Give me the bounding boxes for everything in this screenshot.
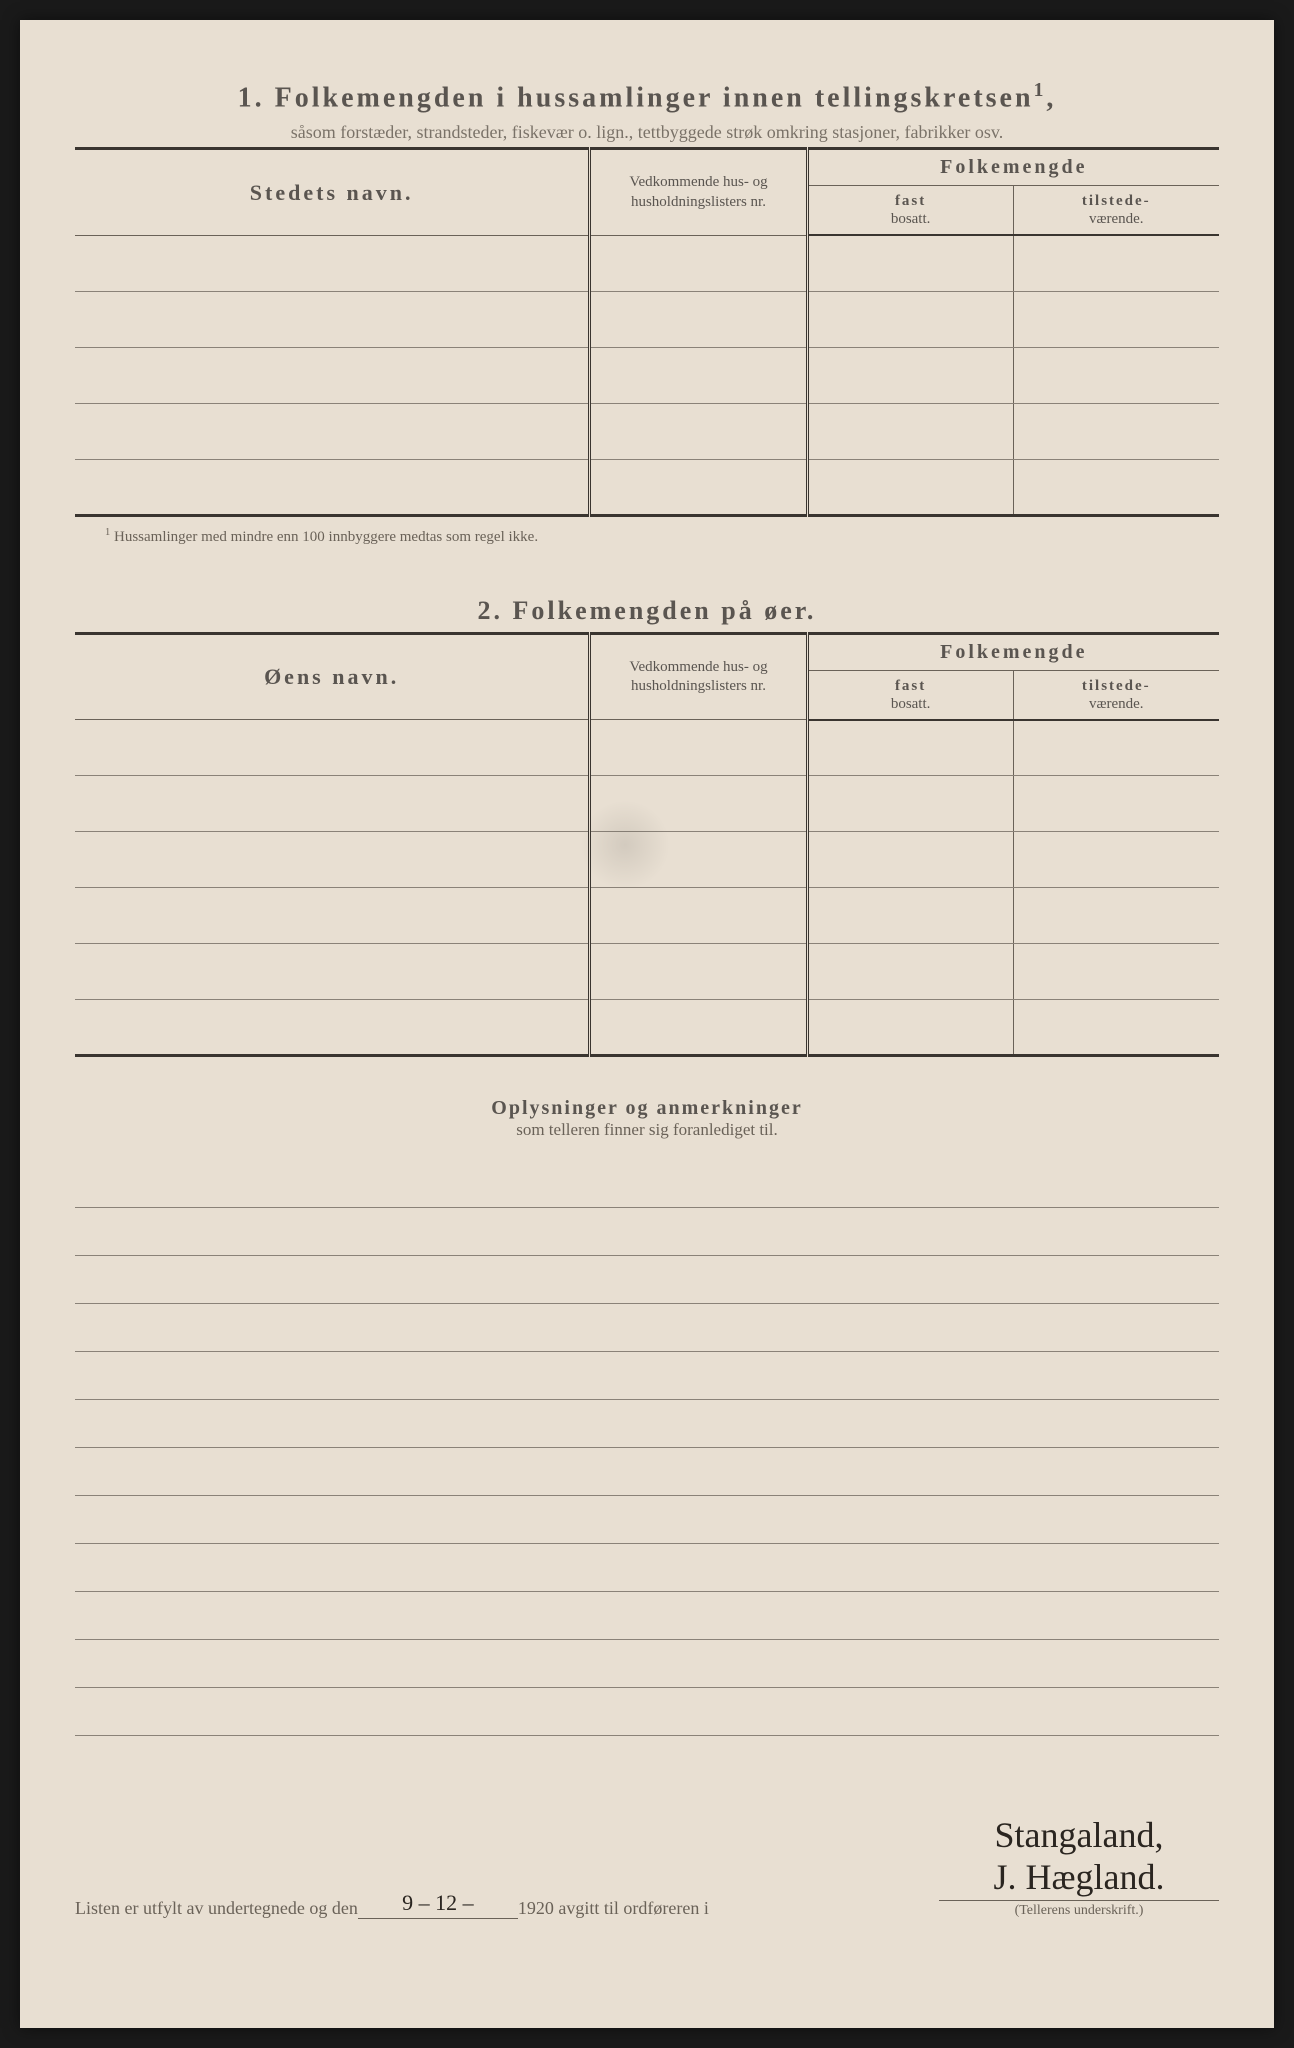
section1-title-sup: 1 [1034,80,1047,101]
col-header-folk: Folkemengde [807,149,1219,186]
ruled-line [75,1208,1219,1256]
table-row [75,888,1219,944]
ruled-line [75,1448,1219,1496]
bottom-text-a: Listen er utfylt av undertegnede og den [75,1898,358,1919]
notes-lines [75,1160,1219,1736]
section2-title: 2. Folkemengden på øer. [75,596,1219,626]
ruled-line [75,1688,1219,1736]
signature-label: (Tellerens underskrift.) [939,1903,1219,1919]
col2-header-folk: Folkemengde [807,633,1219,670]
col2-header-name: Øens navn. [75,633,590,720]
notes-title: Oplysninger og anmerkninger [75,1097,1219,1120]
section1-title: 1. Folkemengden i hussamlinger innen tel… [75,80,1219,114]
col2-header-fast: fast bosatt. [807,670,1013,720]
bottom-text-b: avgitt til ordføreren i [558,1898,708,1919]
signature-text: J. Hægland. [939,1858,1219,1901]
col2-header-tilstede: tilstede- værende. [1013,670,1219,720]
date-fill: 9 – 12 – [358,1890,518,1919]
section2-number: 2. [478,596,504,625]
signature-line: Listen er utfylt av undertegnede og den … [75,1816,1219,1918]
section2-table: Øens navn. Vedkommende hus- og husholdni… [75,632,1219,1058]
table-row [75,459,1219,515]
section1-table: Stedets navn. Vedkommende hus- og hushol… [75,147,1219,517]
ruled-line [75,1160,1219,1208]
table-row [75,720,1219,776]
ruled-line [75,1304,1219,1352]
table-row [75,944,1219,1000]
col-header-tilstede: tilstede- værende. [1013,186,1219,236]
table-row [75,403,1219,459]
bottom-year: 1920 [518,1898,554,1919]
notes-subtitle: som telleren finner sig foranlediget til… [75,1120,1219,1140]
table-row [75,291,1219,347]
table-row [75,832,1219,888]
col-header-hus: Vedkommende hus- og husholdningslisters … [590,149,807,236]
ruled-line [75,1592,1219,1640]
section1-footnote: 1 Hussamlinger med mindre enn 100 innbyg… [105,527,1219,546]
section1-subtitle: såsom forstæder, strandsteder, fiskevær … [75,122,1219,143]
ruled-line [75,1400,1219,1448]
ruled-line [75,1640,1219,1688]
ruled-line [75,1544,1219,1592]
table-row [75,235,1219,291]
census-form-page: 1. Folkemengden i hussamlinger innen tel… [20,20,1274,2028]
table-row [75,1000,1219,1056]
ruled-line [75,1256,1219,1304]
section1-number: 1. [238,82,265,113]
section2-title-text: Folkemengden på øer. [513,596,817,625]
table-row [75,776,1219,832]
col2-header-hus: Vedkommende hus- og husholdningslisters … [590,633,807,720]
col-header-fast: fast bosatt. [807,186,1013,236]
table-row [75,347,1219,403]
col-header-name: Stedets navn. [75,149,590,236]
section1-title-text: Folkemengden i hussamlinger innen tellin… [275,82,1034,113]
ruled-line [75,1496,1219,1544]
signature-area: Stangaland, J. Hægland. (Tellerens under… [939,1816,1219,1918]
ruled-line [75,1352,1219,1400]
place-fill: Stangaland, [939,1816,1219,1858]
